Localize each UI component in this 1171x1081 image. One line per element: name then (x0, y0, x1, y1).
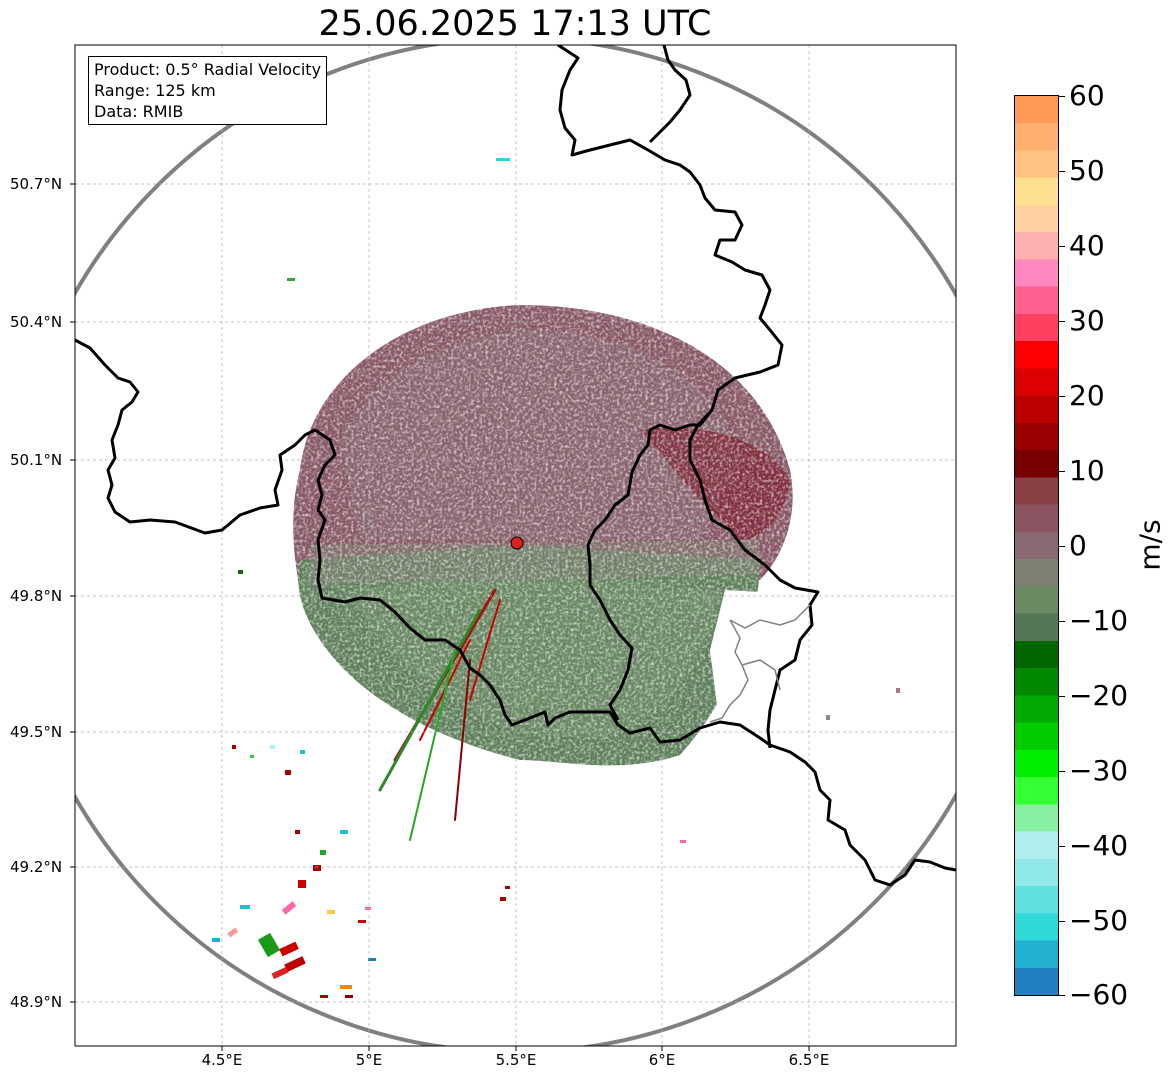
lat-tick-label: 49.5°N (10, 723, 63, 741)
lon-tick-label: 6.5°E (788, 1051, 830, 1069)
lat-tick-label: 49.2°N (10, 858, 63, 876)
lon-tick-label: 6°E (648, 1051, 676, 1069)
axis-ticks (70, 183, 810, 1051)
colorbar-tick-label: −20 (1069, 679, 1129, 712)
colorbar-tick-label: 20 (1069, 379, 1105, 412)
clutter-sw (212, 158, 900, 998)
lat-tick-label: 49.8°N (10, 587, 63, 605)
graticule (75, 45, 956, 1046)
lat-tick-label: 50.7°N (10, 175, 63, 193)
radar-site-marker (510, 536, 524, 550)
info-range: Range: 125 km (94, 81, 216, 100)
colorbar-tick-label: 40 (1069, 229, 1105, 262)
colorbar-tick-label: −30 (1069, 754, 1129, 787)
velocity-colorbar (1014, 95, 1059, 996)
colorbar-tick-label: −40 (1069, 829, 1129, 862)
colorbar-tick-label: 10 (1069, 454, 1105, 487)
info-data-source: Data: RMIB (94, 102, 184, 121)
colorbar-unit-label: m/s (1133, 519, 1167, 571)
colorbar-tick-label: 0 (1069, 529, 1087, 562)
lat-tick-label: 48.9°N (10, 993, 63, 1011)
lon-tick-label: 4.5°E (201, 1051, 243, 1069)
colorbar-tick-label: −60 (1069, 978, 1129, 1011)
velocity-echoes (75, 45, 956, 1046)
regional-borders (709, 604, 811, 723)
colorbar-tick-label: 50 (1069, 154, 1105, 187)
info-product: Product: 0.5° Radial Velocity (94, 60, 322, 79)
product-info-box: Product: 0.5° Radial Velocity Range: 125… (88, 56, 328, 125)
echo-texture (250, 280, 830, 800)
colorbar-tick-label: 30 (1069, 304, 1105, 337)
colorbar-tick-label: −10 (1069, 604, 1129, 637)
colorbar-tick-label: 60 (1069, 79, 1105, 112)
lat-tick-label: 50.4°N (10, 313, 63, 331)
country-borders (75, 45, 956, 887)
lon-tick-label: 5.5°E (495, 1051, 537, 1069)
colorbar-tick-label: −50 (1069, 904, 1129, 937)
lat-tick-label: 50.1°N (10, 451, 63, 469)
map-title: 25.06.2025 17:13 UTC (318, 4, 712, 44)
radial-streaks (378, 588, 501, 841)
lon-tick-label: 5°E (355, 1051, 383, 1069)
